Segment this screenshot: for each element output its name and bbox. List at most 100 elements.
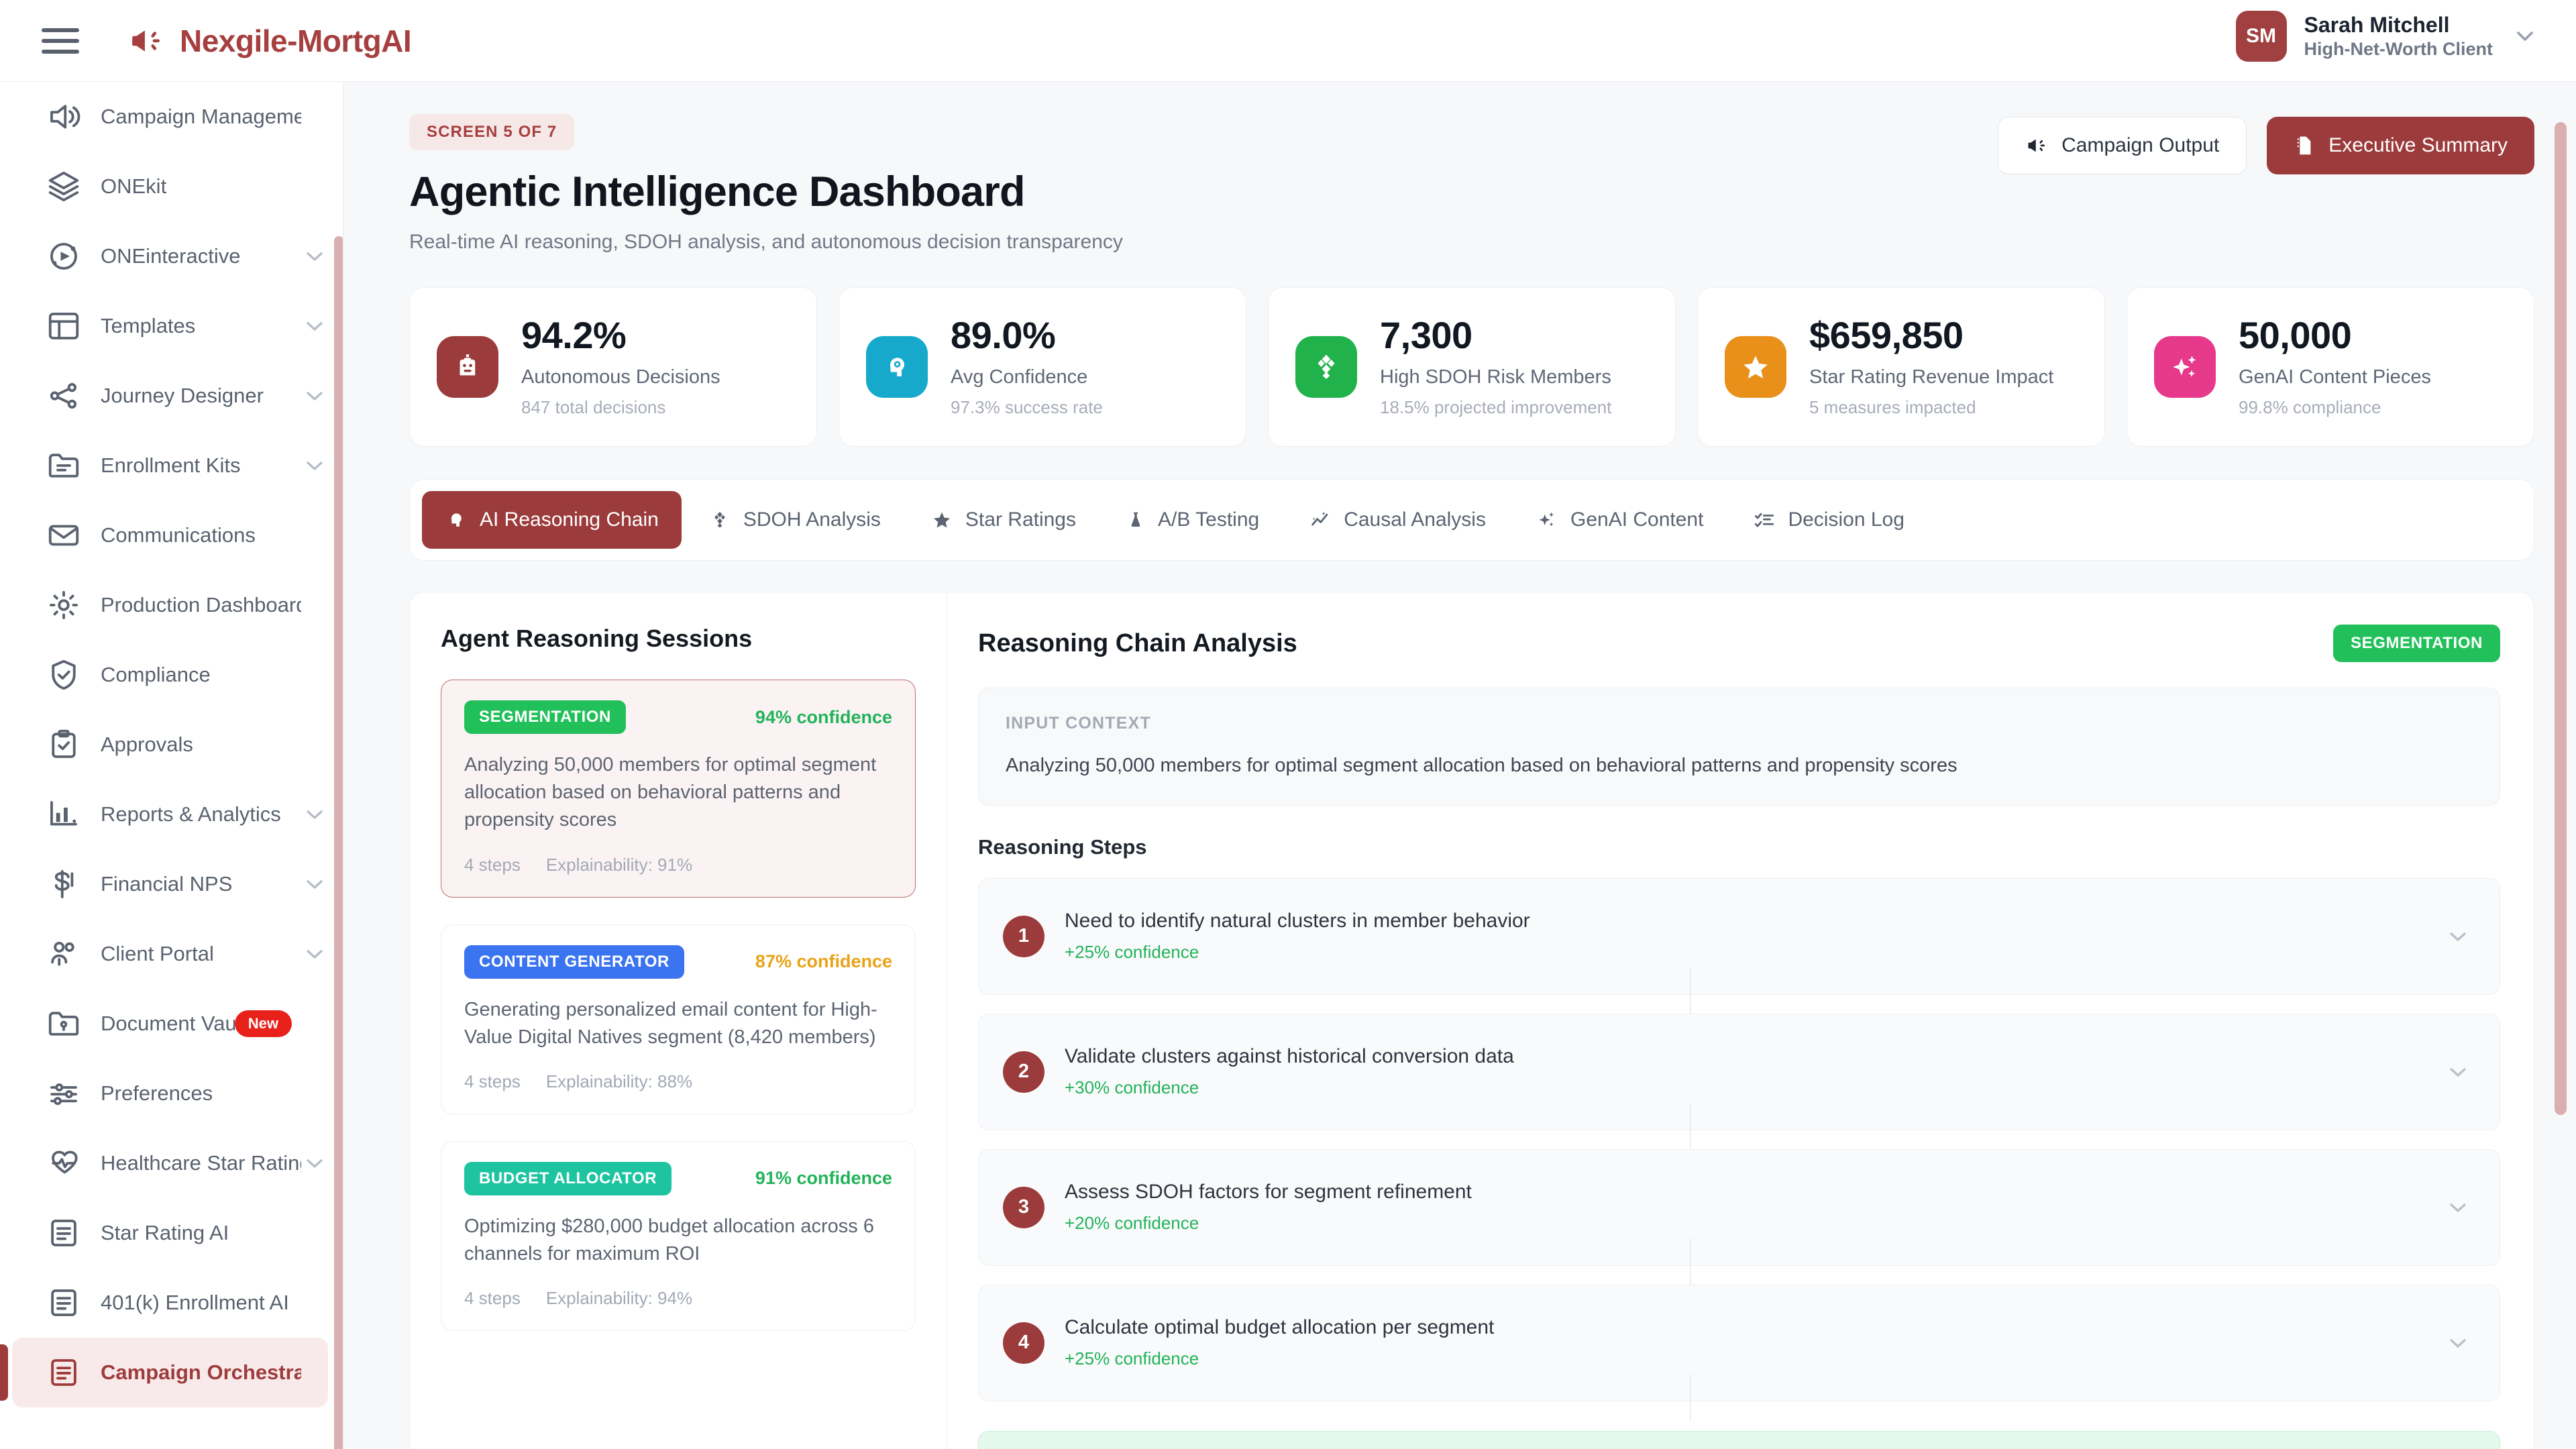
reasoning-step[interactable]: 1 Need to identify natural clusters in me… (978, 877, 2500, 1014)
kpi-subtext: 99.8% compliance (2239, 396, 2381, 417)
tab-label: AI Reasoning Chain (480, 508, 659, 531)
campaign-output-button[interactable]: Campaign Output (1998, 117, 2247, 174)
share-nodes-icon (46, 378, 82, 414)
sidebar-item-oneinteractive[interactable]: ONEinteractive (12, 221, 328, 291)
sidebar-item-label: Campaign Orchestration (101, 1360, 301, 1384)
sidebar-item-onekit[interactable]: ONEkit (12, 152, 328, 221)
session-card[interactable]: SEGMENTATION 94% confidence Analyzing 50,0… (441, 680, 916, 898)
document-lines-icon (46, 1215, 82, 1251)
sidebar-scrollbar[interactable] (334, 236, 343, 1449)
sidebar-item-reports-analytics[interactable]: Reports & Analytics (12, 780, 328, 849)
kpi-card: $659,850 Star Rating Revenue Impact 5 meas… (1697, 287, 2105, 447)
sidebar-item-campaign-management[interactable]: Campaign Management (12, 82, 328, 152)
chevron-down-icon[interactable] (301, 941, 328, 967)
chevron-down-icon[interactable] (2443, 1194, 2473, 1221)
brand[interactable]: Nexgile-MortgAI (127, 23, 412, 59)
sidebar-item-label: Campaign Management (101, 105, 301, 128)
sidebar-item-production-dashboard[interactable]: Production Dashboard (12, 570, 328, 640)
header-actions: Campaign Output Executive Summary (1998, 117, 2534, 174)
chevron-down-icon[interactable] (301, 801, 328, 828)
kpi-subtext: 847 total decisions (521, 396, 666, 417)
hamburger-menu-icon[interactable] (42, 26, 79, 56)
sidebar-item-compliance[interactable]: Compliance (12, 640, 328, 710)
tab-a-b-testing[interactable]: A/B Testing (1103, 491, 1282, 549)
kpi-label: Star Rating Revenue Impact (1809, 366, 2054, 388)
tab-sdoh-analysis[interactable]: SDOH Analysis (686, 491, 904, 549)
tab-decision-log[interactable]: Decision Log (1730, 491, 1927, 549)
kpi-label: GenAI Content Pieces (2239, 366, 2431, 388)
sliders-icon (46, 1075, 82, 1112)
main-scrollbar[interactable] (2555, 122, 2567, 1115)
step-confidence: +25% confidence (1065, 942, 1199, 963)
chevron-down-icon[interactable] (2510, 21, 2540, 51)
kpi-label: Autonomous Decisions (521, 366, 720, 388)
folder-lock-icon (46, 1006, 82, 1042)
sidebar-item-communications[interactable]: Communications (12, 500, 328, 570)
sidebar-item-label: Enrollment Kits (101, 453, 241, 477)
chevron-down-icon[interactable] (301, 243, 328, 270)
session-confidence: 94% confidence (755, 706, 892, 727)
tab-ai-reasoning-chain[interactable]: AI Reasoning Chain (422, 491, 682, 549)
chevron-down-icon[interactable] (2443, 923, 2473, 950)
reasoning-step[interactable]: 3 Assess SDOH factors for segment refinem… (978, 1148, 2500, 1285)
megaphone-icon (2025, 136, 2048, 156)
sidebar-item-financial-nps[interactable]: Financial NPS (12, 849, 328, 919)
sidebar-item-document-vault[interactable]: Document Vault New (12, 989, 328, 1059)
tab-causal-analysis[interactable]: Causal Analysis (1286, 491, 1509, 549)
brain-icon (866, 336, 928, 398)
sidebar-item-healthcare-star-ratings[interactable]: Healthcare Star Ratings (12, 1128, 328, 1198)
reasoning-step[interactable]: 4 Calculate optimal budget allocation per… (978, 1284, 2500, 1421)
sidebar-item-label: ONEinteractive (101, 244, 241, 268)
step-confidence: +20% confidence (1065, 1213, 1199, 1234)
tab-genai-content[interactable]: GenAI Content (1513, 491, 1726, 549)
kpi-subtext: 97.3% success rate (951, 396, 1103, 417)
sidebar-item-label: Journey Designer (101, 384, 264, 407)
sidebar-item-star-rating-ai[interactable]: Star Rating AI (12, 1198, 328, 1268)
step-text: Assess SDOH factors for segment refineme… (1065, 1181, 1472, 1203)
document-lines-icon (46, 1354, 82, 1391)
sidebar-item-journey-designer[interactable]: Journey Designer (12, 361, 328, 431)
step-divider (1690, 1373, 1691, 1421)
executive-summary-button[interactable]: Executive Summary (2267, 117, 2534, 174)
brain-icon (445, 508, 468, 531)
sidebar-item-preferences[interactable]: Preferences (12, 1059, 328, 1128)
sidebar-item-label: Communications (101, 523, 256, 547)
analysis-panel-title: Reasoning Chain Analysis (978, 629, 1297, 657)
page-title: Agentic Intelligence Dashboard (409, 168, 1025, 215)
kpi-card: 7,300 High SDOH Risk Members 18.5% project… (1268, 287, 1676, 447)
sidebar-item-label: Financial NPS (101, 872, 233, 896)
chevron-down-icon[interactable] (301, 452, 328, 479)
chevron-down-icon[interactable] (301, 1150, 328, 1177)
sparkles-icon (2154, 336, 2216, 398)
checklist-icon (1753, 508, 1776, 531)
chevron-down-icon[interactable] (301, 313, 328, 339)
reasoning-step[interactable]: 2 Validate clusters against historical co… (978, 1013, 2500, 1150)
session-card[interactable]: BUDGET ALLOCATOR 91% confidence Optimizing… (441, 1140, 916, 1332)
user-menu[interactable]: SM Sarah Mitchell High-Net-Worth Client (2235, 11, 2540, 62)
flask-icon (1126, 508, 1146, 531)
input-context-box: INPUT CONTEXT Analyzing 50,000 members f… (978, 688, 2500, 806)
new-badge: New (234, 1010, 292, 1037)
session-card[interactable]: CONTENT GENERATOR 87% confidence Generatin… (441, 924, 916, 1114)
chevron-down-icon[interactable] (301, 382, 328, 409)
chevron-down-icon[interactable] (2443, 1059, 2473, 1085)
sidebar-item-approvals[interactable]: Approvals (12, 710, 328, 780)
chevron-down-icon[interactable] (301, 871, 328, 898)
step-confidence: +30% confidence (1065, 1077, 1199, 1098)
sidebar-item-campaign-orchestration[interactable]: Campaign Orchestration (0, 1338, 328, 1407)
user-role: High-Net-Worth Client (2304, 39, 2493, 60)
chevron-down-icon[interactable] (2443, 1330, 2473, 1356)
sidebar-item-client-portal[interactable]: Client Portal (12, 919, 328, 989)
sidebar-item-enrollment-kits[interactable]: Enrollment Kits (12, 431, 328, 500)
sidebar-item-401-k-enrollment-ai[interactable]: 401(k) Enrollment AI (12, 1268, 328, 1338)
content-panels: Agent Reasoning Sessions SEGMENTATION 94%… (409, 592, 2534, 1449)
main-content: SCREEN 5 OF 7 Agentic Intelligence Dashb… (343, 82, 2576, 1449)
tab-star-ratings[interactable]: Star Ratings (908, 491, 1099, 549)
sidebar-item-templates[interactable]: Templates (12, 291, 328, 361)
kpi-subtext: 5 measures impacted (1809, 396, 1976, 417)
kpi-value: 94.2% (521, 314, 627, 357)
kpi-subtext: 18.5% projected improvement (1380, 396, 1612, 417)
layers-icon (46, 168, 82, 205)
kpi-card: 50,000 GenAI Content Pieces 99.8% complian… (2127, 287, 2534, 447)
tab-label: SDOH Analysis (743, 508, 881, 531)
